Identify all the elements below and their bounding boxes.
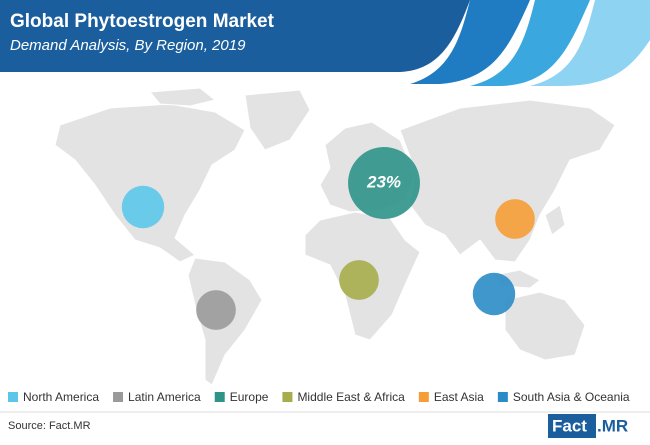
legend-swatch bbox=[418, 392, 429, 402]
bubble bbox=[348, 147, 420, 219]
legend-label: Europe bbox=[230, 390, 269, 404]
legend-label: East Asia bbox=[434, 390, 484, 404]
header-stripe bbox=[470, 0, 590, 86]
chart-subtitle: Demand Analysis, By Region, 2019 bbox=[10, 37, 246, 54]
bubble bbox=[339, 260, 379, 300]
bubble bbox=[472, 272, 516, 316]
source: Source: Fact.MR bbox=[8, 420, 91, 432]
legend-swatch bbox=[497, 392, 508, 402]
header-band bbox=[0, 0, 470, 72]
legend-swatch bbox=[8, 392, 18, 402]
header-stripe bbox=[410, 0, 530, 84]
legend-label: North America bbox=[23, 390, 99, 404]
value-label: 23% bbox=[366, 172, 401, 191]
logo-text: Fact bbox=[552, 416, 587, 435]
legend-label: Latin America bbox=[128, 390, 201, 404]
bubble bbox=[495, 199, 535, 239]
legend-swatch bbox=[113, 392, 124, 402]
bubble bbox=[121, 185, 165, 229]
logo-text: .MR bbox=[597, 416, 628, 435]
logo-box bbox=[548, 414, 596, 438]
bubble bbox=[196, 290, 236, 330]
legend-label: South Asia & Oceania bbox=[513, 390, 630, 404]
legend-label: Middle East & Africa bbox=[297, 390, 405, 404]
legend-swatch bbox=[214, 392, 225, 402]
header-stripe bbox=[530, 0, 650, 86]
legend-swatch bbox=[282, 392, 293, 402]
world-map bbox=[54, 87, 616, 386]
chart-title: Global Phytoestrogen Market bbox=[10, 11, 275, 32]
